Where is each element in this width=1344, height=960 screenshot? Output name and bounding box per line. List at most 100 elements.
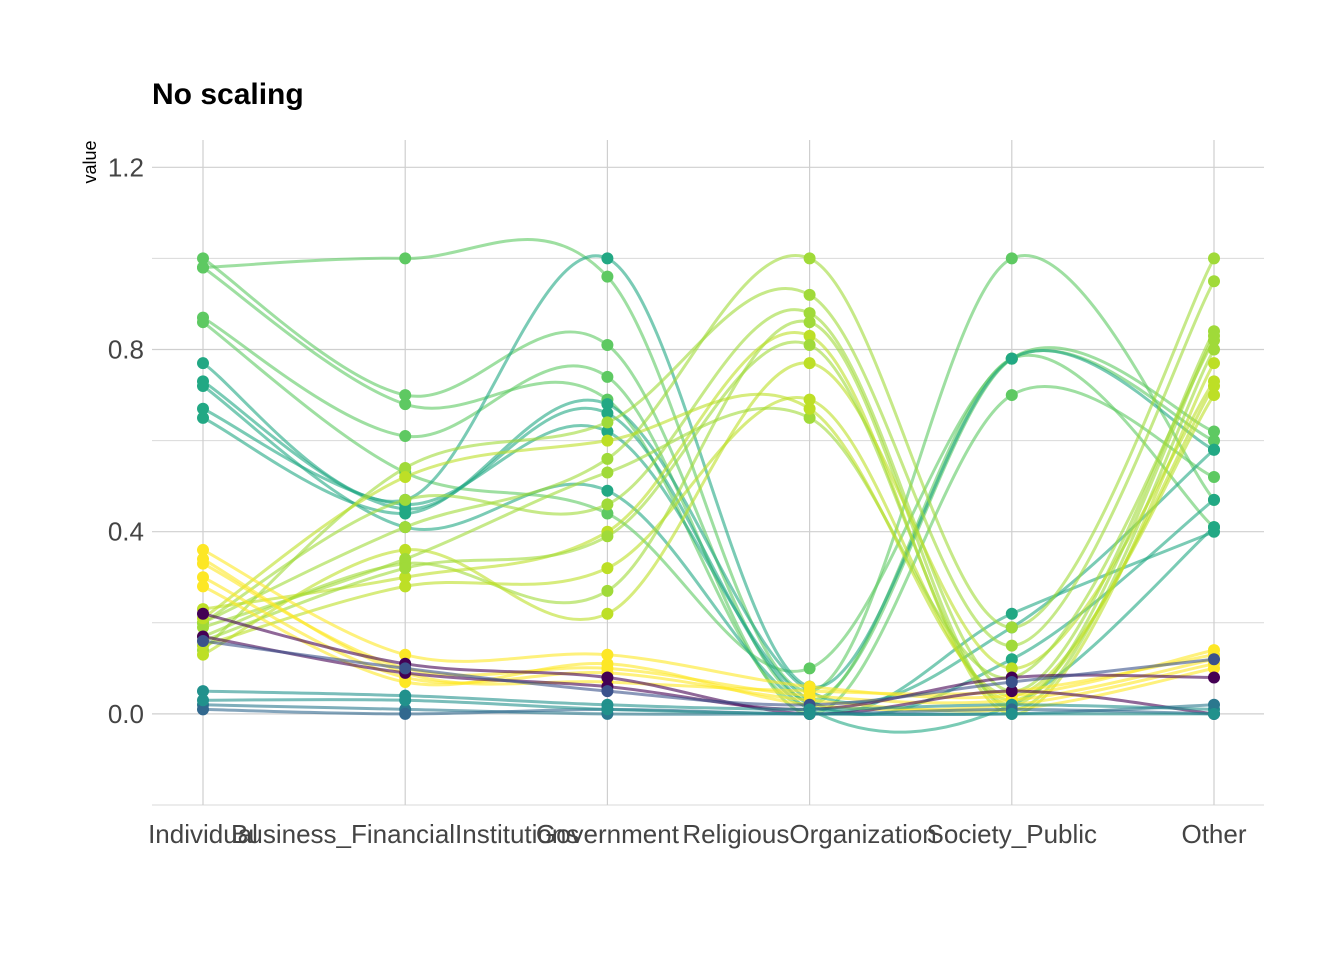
- point: [601, 657, 614, 670]
- point: [1005, 621, 1018, 634]
- point: [1005, 252, 1018, 265]
- point: [803, 707, 816, 720]
- point: [1208, 425, 1220, 438]
- point: [1208, 493, 1220, 506]
- point: [197, 553, 209, 566]
- series-line: [202, 585, 1215, 712]
- point: [601, 252, 614, 265]
- point: [601, 370, 614, 383]
- point: [1208, 471, 1220, 484]
- point: [197, 703, 209, 716]
- point: [1208, 252, 1220, 265]
- point: [399, 707, 412, 720]
- y-axis-label: value: [80, 140, 100, 183]
- point: [1208, 379, 1220, 392]
- point: [1005, 607, 1018, 620]
- point: [197, 635, 209, 648]
- y-tick-label: 0.0: [108, 699, 144, 729]
- point: [197, 379, 209, 392]
- point: [399, 694, 412, 707]
- point: [601, 270, 614, 283]
- point: [601, 671, 614, 684]
- point: [1005, 662, 1018, 675]
- y-tick-label: 1.2: [108, 152, 144, 182]
- point: [197, 261, 209, 274]
- point: [197, 316, 209, 329]
- point: [1208, 653, 1220, 666]
- point: [1208, 275, 1220, 288]
- chart-title: No scaling: [152, 78, 304, 111]
- x-tick-label: Individual: [148, 819, 258, 849]
- point: [399, 648, 412, 661]
- point: [803, 357, 816, 370]
- point: [399, 398, 412, 411]
- point: [803, 338, 816, 351]
- point: [1208, 707, 1220, 720]
- point: [601, 434, 614, 447]
- point: [601, 562, 614, 575]
- point: [197, 648, 209, 661]
- series-line: [202, 612, 1215, 716]
- point: [601, 607, 614, 620]
- series-line: [202, 557, 1215, 696]
- point: [197, 571, 209, 584]
- point: [1208, 329, 1220, 342]
- point: [399, 471, 412, 484]
- point: [1208, 671, 1220, 684]
- point: [803, 307, 816, 320]
- point: [601, 685, 614, 698]
- point: [197, 252, 209, 265]
- point: [197, 411, 209, 424]
- point: [1208, 343, 1220, 356]
- y-tick-label: 0.8: [108, 335, 144, 365]
- x-tick-label: Society_Public: [927, 819, 1098, 849]
- point: [399, 662, 412, 675]
- point: [399, 461, 412, 474]
- point: [1208, 434, 1220, 447]
- point: [601, 338, 614, 351]
- point: [601, 425, 614, 438]
- series-line: [202, 398, 1215, 705]
- point: [601, 466, 614, 479]
- point: [601, 530, 614, 543]
- point: [601, 648, 614, 661]
- point: [197, 580, 209, 593]
- point: [399, 430, 412, 443]
- y-tick-label: 0.4: [108, 517, 144, 547]
- point: [803, 393, 816, 406]
- point: [197, 357, 209, 370]
- series-line: [202, 639, 1215, 707]
- series-line: [202, 689, 1215, 711]
- point: [1208, 521, 1220, 534]
- point: [197, 685, 209, 698]
- point: [601, 452, 614, 465]
- point: [601, 484, 614, 497]
- point: [1005, 639, 1018, 652]
- point: [1005, 389, 1018, 402]
- point: [1005, 707, 1018, 720]
- point: [399, 389, 412, 402]
- point: [399, 543, 412, 556]
- point: [803, 288, 816, 301]
- point: [399, 252, 412, 265]
- point: [601, 584, 614, 597]
- point: [399, 521, 412, 534]
- point: [803, 402, 816, 415]
- point: [399, 580, 412, 593]
- point: [803, 411, 816, 424]
- x-tick-label: Government: [536, 819, 680, 849]
- x-tick-label: Business_FinancialInstitutions: [231, 819, 579, 849]
- x-tick-label: ReligiousOrganization: [682, 819, 936, 849]
- point: [399, 562, 412, 575]
- point: [399, 507, 412, 520]
- point: [1208, 443, 1220, 456]
- point: [1208, 389, 1220, 402]
- point: [197, 402, 209, 415]
- point: [803, 685, 816, 698]
- point: [803, 662, 816, 675]
- series-line: [201, 280, 1216, 652]
- point: [601, 407, 614, 420]
- series-line: [202, 698, 1214, 716]
